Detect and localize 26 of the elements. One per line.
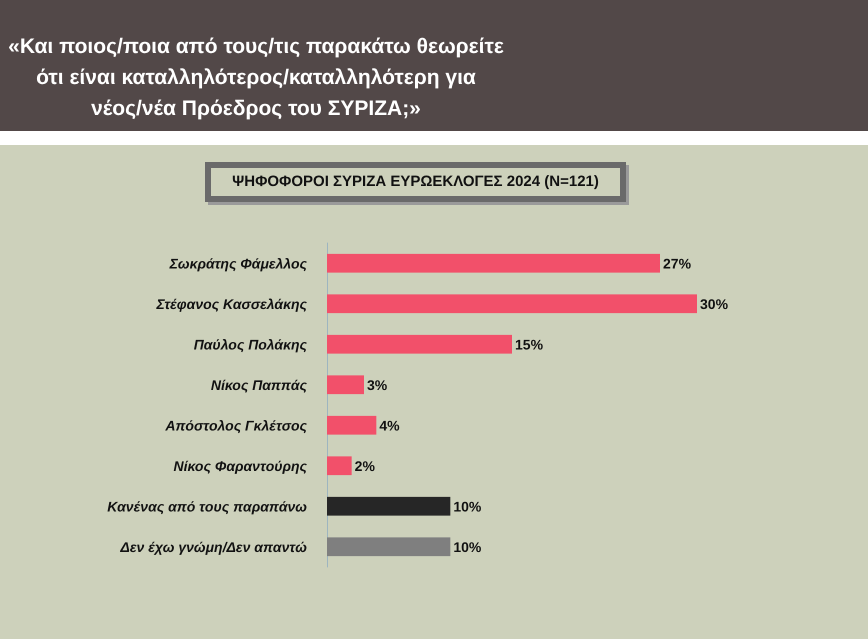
data-label: 3% bbox=[367, 376, 388, 393]
y-tick-label: Κανένας από τους παραπάνω bbox=[107, 498, 308, 514]
bar bbox=[327, 294, 697, 314]
data-label: 4% bbox=[379, 417, 400, 434]
y-tick-label: Νίκος Παππάς bbox=[210, 376, 308, 393]
data-label: 10% bbox=[453, 498, 482, 514]
bar bbox=[327, 496, 450, 516]
bar bbox=[327, 334, 512, 354]
bar bbox=[327, 254, 660, 273]
bar bbox=[327, 416, 376, 435]
bar bbox=[327, 537, 450, 556]
bar bbox=[327, 375, 364, 394]
chart-subtitle: ΨΗΦΟΦΟΡΟΙ ΣΥΡΙΖΑ ΕΥΡΩΕΚΛΟΓΕΣ 2024 (Ν=121) bbox=[205, 162, 626, 202]
bar bbox=[327, 456, 352, 476]
chart-title: «Και ποιος/ποια από τους/τις παρακάτω θεωρείτε ότι είναι καταλληλότερος/καταλληλότερη για νέος/νέα Πρόεδρος του ΣΥΡΙΖΑ;» bbox=[8, 35, 504, 120]
data-label: 15% bbox=[515, 336, 544, 352]
y-tick-label: Δεν έχω γνώμη/Δεν απαντώ bbox=[119, 538, 308, 555]
data-label: 30% bbox=[700, 296, 729, 312]
y-tick-label: Σωκράτης Φάμελλος bbox=[168, 255, 308, 272]
y-tick-label: Απόστολος Γκλέτσος bbox=[164, 417, 308, 434]
data-label: 27% bbox=[663, 255, 692, 272]
y-tick-label: Στέφανος Κασσελάκης bbox=[155, 296, 308, 312]
y-tick-label: Νίκος Φαραντούρης bbox=[174, 458, 308, 474]
data-label: 2% bbox=[354, 458, 376, 474]
data-label: 10% bbox=[453, 538, 482, 555]
y-tick-label: Παύλος Πολάκης bbox=[194, 336, 308, 352]
